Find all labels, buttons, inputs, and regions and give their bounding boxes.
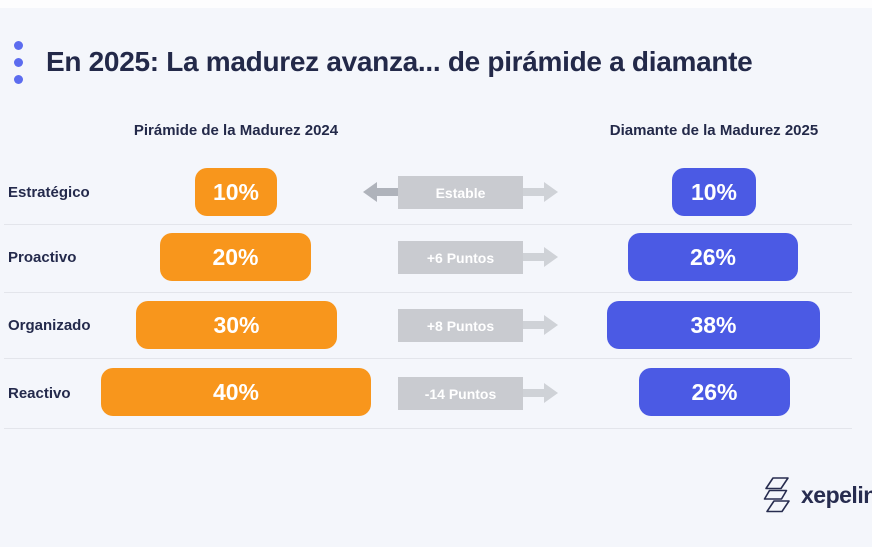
xepelin-logo-icon xyxy=(763,477,790,513)
delta-badge-estrategico: Estable xyxy=(398,176,523,209)
delta-badge-proactivo: +6 Puntos xyxy=(398,241,523,274)
arrow-right-shaft xyxy=(523,188,544,196)
bar-value: 26% xyxy=(691,378,738,405)
xepelin-logo-text: xepelin xyxy=(801,481,872,508)
row-label-proactivo: Proactivo xyxy=(8,249,77,266)
bar-2024-organizado: 30% xyxy=(136,301,337,349)
delta-badge-organizado: +8 Puntos xyxy=(398,309,523,342)
column-header-diamond-2025: Diamante de la Madurez 2025 xyxy=(609,122,819,139)
bar-value: 20% xyxy=(212,243,259,270)
bar-2024-reactivo: 40% xyxy=(101,368,371,416)
dot-icon xyxy=(14,75,23,84)
bar-2025-estrategico: 10% xyxy=(672,168,756,216)
row-label-organizado: Organizado xyxy=(8,317,91,334)
arrow-right-icon xyxy=(544,315,558,335)
delta-badge-reactivo: -14 Puntos xyxy=(398,377,523,410)
row-divider xyxy=(4,358,852,359)
bar-value: 10% xyxy=(690,178,738,205)
dot-icon xyxy=(14,58,23,67)
arrow-right-shaft xyxy=(523,389,544,397)
delta-label: +8 Puntos xyxy=(426,317,495,334)
arrow-right-shaft xyxy=(523,321,544,329)
bar-value: 10% xyxy=(212,178,260,205)
row-divider xyxy=(4,292,852,293)
bar-value: 30% xyxy=(213,311,260,338)
accent-dots-decoration xyxy=(14,41,23,84)
bar-value: 40% xyxy=(212,378,260,405)
arrow-right-shaft xyxy=(523,253,544,261)
bar-2025-organizado: 38% xyxy=(607,301,820,349)
bar-value: 38% xyxy=(690,311,737,338)
arrow-left-shaft xyxy=(377,188,398,196)
dot-icon xyxy=(14,41,23,50)
arrow-left-icon xyxy=(363,182,377,202)
delta-label: -14 Puntos xyxy=(424,385,497,402)
bar-value: 26% xyxy=(689,243,737,270)
row-label-estrategico: Estratégico xyxy=(8,184,90,201)
row-label-reactivo: Reactivo xyxy=(8,385,71,402)
arrow-right-icon xyxy=(544,383,558,403)
bar-2024-estrategico: 10% xyxy=(195,168,277,216)
bar-2025-proactivo: 26% xyxy=(628,233,798,281)
arrow-right-icon xyxy=(544,182,558,202)
bar-2024-proactivo: 20% xyxy=(160,233,311,281)
arrow-right-icon xyxy=(544,247,558,267)
bar-2025-reactivo: 26% xyxy=(639,368,790,416)
row-divider xyxy=(4,428,852,429)
column-header-pyramid-2024: Pirámide de la Madurez 2024 xyxy=(133,122,339,139)
page-title: En 2025: La madurez avanza... de pirámid… xyxy=(46,46,753,77)
xepelin-logo: xepelin xyxy=(761,476,872,514)
top-white-strip xyxy=(0,0,872,8)
delta-label: Estable xyxy=(435,184,486,201)
delta-label: +6 Puntos xyxy=(426,249,495,266)
row-divider xyxy=(4,224,852,225)
